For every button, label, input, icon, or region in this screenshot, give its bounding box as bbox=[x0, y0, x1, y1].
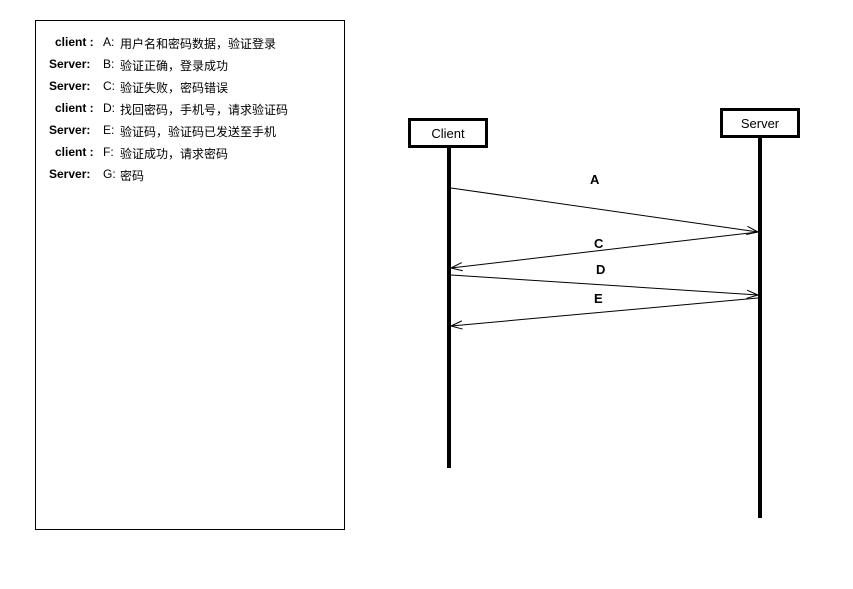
legend-row-b: Server: bbox=[49, 57, 90, 71]
server-actor-label: Server bbox=[741, 116, 779, 131]
legend-row-g: Server: bbox=[49, 167, 90, 181]
legend-row-f: client : bbox=[55, 145, 94, 159]
legend-actor: client : bbox=[55, 101, 94, 115]
legend-key-c: C: bbox=[103, 79, 115, 93]
client-lifeline bbox=[447, 148, 451, 468]
legend-key-e: E: bbox=[103, 123, 114, 137]
message-label-e: E bbox=[594, 291, 603, 306]
legend-actor: Server: bbox=[49, 57, 90, 71]
client-actor-box: Client bbox=[408, 118, 488, 148]
message-label-c: C bbox=[594, 236, 603, 251]
legend-key-d: D: bbox=[103, 101, 115, 115]
legend-text-f: 验证成功，请求密码 bbox=[120, 145, 228, 162]
server-lifeline bbox=[758, 138, 762, 518]
legend-box bbox=[35, 20, 345, 530]
legend-text-a: 用户名和密码数据，验证登录 bbox=[120, 35, 276, 52]
legend-row-d: client : bbox=[55, 101, 94, 115]
legend-actor: client : bbox=[55, 35, 94, 49]
legend-text-g: 密码 bbox=[120, 167, 144, 184]
legend-row-e: Server: bbox=[49, 123, 90, 137]
legend-actor: Server: bbox=[49, 123, 90, 137]
legend-actor: Server: bbox=[49, 79, 90, 93]
server-actor-box: Server bbox=[720, 108, 800, 138]
legend-key-a: A: bbox=[103, 35, 114, 49]
legend-key-f: F: bbox=[103, 145, 114, 159]
legend-key-b: B: bbox=[103, 57, 114, 71]
legend-key-g: G: bbox=[103, 167, 116, 181]
legend-row-c: Server: bbox=[49, 79, 90, 93]
legend-actor: Server: bbox=[49, 167, 90, 181]
legend-text-d: 找回密码，手机号，请求验证码 bbox=[120, 101, 288, 118]
legend-text-c: 验证失败，密码错误 bbox=[120, 79, 228, 96]
legend-row-a: client : bbox=[55, 35, 94, 49]
message-label-a: A bbox=[590, 172, 599, 187]
legend-actor: client : bbox=[55, 145, 94, 159]
legend-text-e: 验证码，验证码已发送至手机 bbox=[120, 123, 276, 140]
legend-text-b: 验证正确，登录成功 bbox=[120, 57, 228, 74]
message-label-d: D bbox=[596, 262, 605, 277]
client-actor-label: Client bbox=[431, 126, 464, 141]
